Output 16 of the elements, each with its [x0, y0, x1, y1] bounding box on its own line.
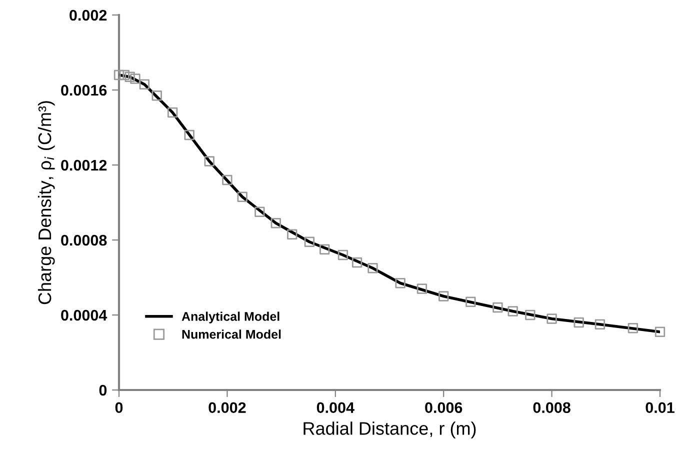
x-tick-label: 0.006: [425, 402, 462, 414]
x-tick-label: 0.01: [646, 402, 674, 414]
y-axis-title: Charge Density, ρ$_{i}$ (C/m³): [38, 101, 55, 304]
y-tick-label: 0.0012: [61, 160, 107, 171]
x-tick-label: 0: [115, 402, 123, 414]
y-tick-label: 0.0004: [61, 310, 108, 321]
y-tick-label: 0.0008: [61, 234, 107, 246]
x-axis-title: Radial Distance, r (m): [304, 422, 476, 438]
legend-label: Analytical Model: [182, 312, 280, 324]
x-tick-label: 0.002: [208, 402, 246, 414]
y-tick-label: 0.002: [70, 10, 107, 21]
legend-label: Numerical Model: [182, 330, 281, 339]
y-tick-label: 0.0016: [61, 84, 107, 96]
y-tick-label: 0: [99, 384, 107, 396]
x-tick-label: 0.008: [533, 402, 570, 414]
x-tick-label: 0.004: [316, 402, 354, 414]
